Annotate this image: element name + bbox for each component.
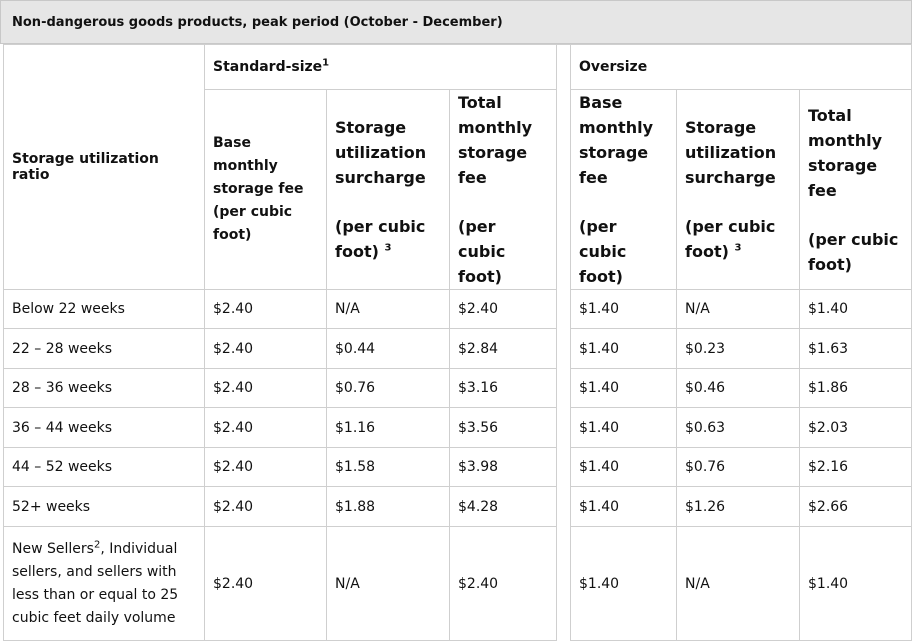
ratio-cell: 44 – 52 weeks	[3, 447, 205, 487]
ratio-cell: 22 – 28 weeks	[3, 328, 205, 369]
value-cell: $1.40	[570, 486, 677, 527]
value-cell: $2.40	[204, 289, 327, 329]
value-cell: $1.40	[570, 289, 677, 329]
value-cell: $2.40	[204, 486, 327, 527]
value-cell: $0.76	[676, 447, 800, 487]
std-surcharge-header: Storage utilization surcharge (per cubic …	[326, 89, 450, 290]
over-base-fee-header: Base monthly storage fee (per cubic foot)	[570, 89, 677, 290]
column-header-row: Base monthly storage fee (per cubic foot…	[4, 89, 912, 290]
value-cell: $3.98	[449, 447, 557, 487]
table-row: 44 – 52 weeks $2.40 $1.58 $3.98 $1.40 $0…	[3, 447, 912, 487]
column-gap	[556, 447, 571, 487]
value-cell: N/A	[676, 526, 800, 641]
ratio-cell: New Sellers2, Individual sellers, and se…	[3, 526, 205, 641]
column-gap	[556, 526, 571, 641]
table-row: Below 22 weeks $2.40 N/A $2.40 $1.40 N/A…	[3, 289, 912, 329]
ratio-cell: 28 – 36 weeks	[3, 368, 205, 408]
footnote-1-marker: 1	[322, 57, 330, 69]
value-cell: N/A	[326, 289, 450, 329]
value-cell: $2.40	[204, 368, 327, 408]
value-cell: $2.16	[799, 447, 912, 487]
value-cell: $1.40	[570, 328, 677, 369]
value-cell: $1.63	[799, 328, 912, 369]
std-total-fee-header: Total monthly storage fee (per cubic foot…	[449, 89, 557, 290]
value-cell: $3.56	[449, 407, 557, 448]
std-base-fee-header: Base monthly storage fee (per cubic foot…	[204, 89, 327, 290]
value-cell: $1.88	[326, 486, 450, 527]
ratio-column-header: Storage utilization ratio	[3, 44, 205, 290]
value-cell: $1.40	[799, 526, 912, 641]
fee-table: Storage utilization ratio Standard-size1…	[3, 44, 912, 641]
column-gap	[556, 44, 571, 90]
value-cell: N/A	[676, 289, 800, 329]
value-cell: $0.46	[676, 368, 800, 408]
value-cell: $1.40	[570, 526, 677, 641]
ratio-cell: 36 – 44 weeks	[3, 407, 205, 448]
table-row: 36 – 44 weeks $2.40 $1.16 $3.56 $1.40 $0…	[3, 407, 912, 448]
oversize-group-header: Oversize	[570, 44, 912, 90]
value-cell: N/A	[326, 526, 450, 641]
value-cell: $2.40	[449, 526, 557, 641]
value-cell: $0.44	[326, 328, 450, 369]
value-cell: $1.40	[570, 447, 677, 487]
table-row-new-sellers: New Sellers2, Individual sellers, and se…	[3, 526, 912, 641]
column-gap	[556, 368, 571, 408]
ratio-cell: 52+ weeks	[3, 486, 205, 527]
table-row: 28 – 36 weeks $2.40 $0.76 $3.16 $1.40 $0…	[3, 368, 912, 408]
over-total-fee-header: Total monthly storage fee (per cubic foot…	[799, 89, 912, 290]
value-cell: $2.40	[204, 407, 327, 448]
group-header-row: Storage utilization ratio Standard-size1…	[3, 44, 912, 290]
value-cell: $1.86	[799, 368, 912, 408]
column-gap	[556, 289, 571, 329]
value-cell: $2.40	[449, 289, 557, 329]
value-cell: $2.84	[449, 328, 557, 369]
column-gap	[556, 89, 571, 290]
column-gap	[556, 486, 571, 527]
over-surcharge-header: Storage utilization surcharge (per cubic …	[676, 89, 800, 290]
value-cell: $4.28	[449, 486, 557, 527]
value-cell: $0.63	[676, 407, 800, 448]
value-cell: $2.40	[204, 328, 327, 369]
value-cell: $2.03	[799, 407, 912, 448]
value-cell: $1.40	[570, 407, 677, 448]
value-cell: $0.23	[676, 328, 800, 369]
table-row: 52+ weeks $2.40 $1.88 $4.28 $1.40 $1.26 …	[3, 486, 912, 527]
value-cell: $0.76	[326, 368, 450, 408]
column-gap	[556, 328, 571, 369]
table-title: Non-dangerous goods products, peak perio…	[0, 0, 912, 44]
value-cell: $2.66	[799, 486, 912, 527]
value-cell: $1.40	[570, 368, 677, 408]
value-cell: $2.40	[204, 447, 327, 487]
column-gap	[556, 407, 571, 448]
table-row: 22 – 28 weeks $2.40 $0.44 $2.84 $1.40 $0…	[3, 328, 912, 369]
value-cell: $1.58	[326, 447, 450, 487]
value-cell: $1.16	[326, 407, 450, 448]
standard-size-group-header: Standard-size1	[204, 44, 557, 90]
value-cell: $1.40	[799, 289, 912, 329]
footnote-2-marker: 2	[93, 538, 101, 550]
value-cell: $3.16	[449, 368, 557, 408]
value-cell: $2.40	[204, 526, 327, 641]
ratio-cell: Below 22 weeks	[3, 289, 205, 329]
value-cell: $1.26	[676, 486, 800, 527]
